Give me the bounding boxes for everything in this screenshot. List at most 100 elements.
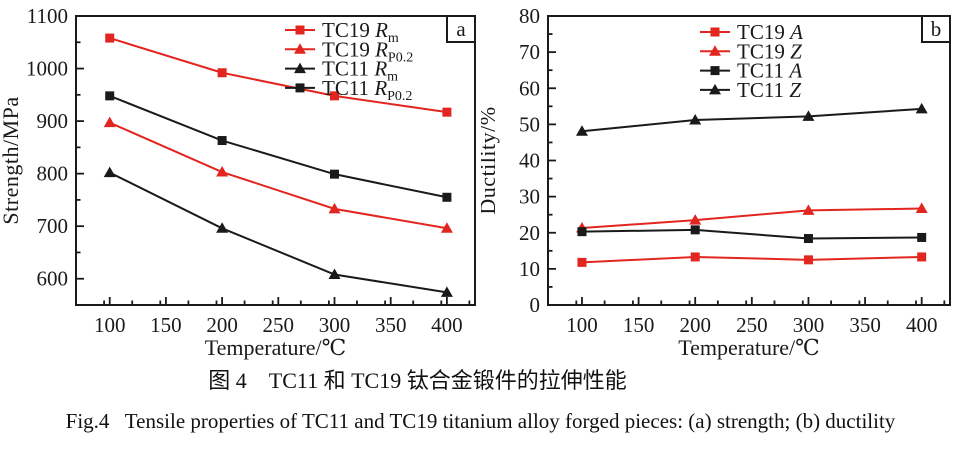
tick-labels: 100 150 200 250 300 350 400 600 700 800 900 1000 110…: [26, 4, 463, 337]
x-tick-label: 300: [319, 313, 351, 337]
triangle-marker-icon: [328, 202, 341, 214]
chart-strength-panel-a: 100 150 200 250 300 350 400 600 700 800 900 1000 110…: [0, 4, 476, 360]
triangle-marker-icon: [689, 214, 702, 225]
y-tick-label: 80: [519, 4, 540, 28]
triangle-marker-icon: [915, 102, 928, 114]
triangle-marker-icon: [103, 116, 116, 128]
y-axis-title: Strength/MPa: [0, 96, 23, 224]
triangle-marker-icon: [802, 204, 815, 215]
legend-label: TC11 Z: [737, 78, 801, 102]
y-tick-label: 600: [37, 267, 69, 291]
square-marker-icon: [803, 255, 813, 265]
series-line: [109, 121, 448, 230]
axis-ticks: [76, 15, 471, 305]
x-tick-label: 250: [263, 313, 295, 337]
square-marker-icon: [330, 91, 340, 101]
square-marker-icon: [295, 25, 305, 35]
triangle-marker-icon: [802, 110, 815, 121]
square-marker-icon: [217, 136, 227, 146]
plot-frame: [75, 15, 476, 306]
x-axis-title: Temperature/℃: [678, 335, 820, 360]
triangle-marker-icon: [103, 166, 116, 178]
series-tc19-rm: [105, 33, 452, 117]
square-marker-icon: [577, 257, 587, 267]
axis-ticks: [548, 15, 946, 306]
series-line: [109, 94, 448, 199]
x-tick-label: 300: [793, 313, 825, 337]
square-marker-icon: [577, 227, 587, 237]
series-line: [581, 207, 922, 230]
x-tick-label: 100: [566, 313, 598, 337]
y-tick-label: 40: [519, 149, 540, 173]
legend-label: TC11 A: [737, 59, 802, 83]
triangle-marker-icon: [575, 125, 588, 136]
legend-label: TC19 RP0.2: [322, 37, 413, 65]
legend-item: TC19 RP0.2: [285, 37, 413, 65]
series-line: [109, 171, 448, 294]
legend-item: TC11 Rm: [285, 57, 398, 85]
legend-label: TC19 Z: [737, 39, 802, 63]
x-tick-label: 350: [375, 313, 407, 337]
x-tick-label: 200: [206, 313, 238, 337]
x-tick-label: 150: [623, 313, 655, 337]
legend-label: TC19 A: [737, 20, 803, 44]
series-line: [581, 255, 922, 264]
legend-label: TC11 RP0.2: [322, 76, 412, 104]
square-marker-icon: [217, 68, 227, 78]
series-line: [581, 228, 922, 240]
panel-label: b: [931, 17, 942, 41]
x-tick-label: 150: [150, 313, 182, 337]
y-axis-title: Ductility/%: [481, 106, 500, 214]
x-tick-label: 350: [849, 313, 881, 337]
x-axis-title: Temperature/℃: [205, 335, 347, 360]
square-marker-icon: [803, 234, 813, 244]
triangle-marker-icon: [915, 202, 928, 214]
series-tc19-z: [575, 202, 928, 233]
y-tick-label: 900: [37, 109, 69, 133]
square-marker-icon: [442, 192, 452, 202]
y-tick-label: 10: [519, 257, 540, 281]
square-marker-icon: [710, 66, 720, 76]
legend-item: TC11 A: [700, 59, 802, 83]
triangle-marker-icon: [216, 166, 229, 177]
tick-labels: 100 150 200 250 300 350 400 0 10 20 30 40 50 60 70 80: [519, 4, 937, 337]
x-tick-label: 100: [94, 313, 126, 337]
legend-label: TC11 Rm: [322, 57, 398, 85]
legend-item: TC19 Z: [700, 39, 802, 63]
chart-ductility-panel-b: 100 150 200 250 300 350 400 0 10 20 30 40 50 60 70 80 Te…: [481, 4, 951, 360]
square-marker-icon: [105, 33, 115, 43]
legend-item: TC11 RP0.2: [285, 76, 412, 104]
square-marker-icon: [442, 107, 452, 117]
y-tick-label: 800: [37, 162, 69, 186]
panel-label-box: [446, 15, 476, 43]
caption-english: Fig.4 Tensile properties of TC11 and TC1…: [65, 409, 896, 433]
x-tick-label: 250: [736, 313, 768, 337]
triangle-marker-icon: [689, 114, 702, 125]
caption-chinese: 图 4 TC11 和 TC19 钛合金锻件的拉伸性能: [208, 368, 627, 393]
triangle-marker-icon: [328, 268, 341, 280]
y-tick-label: 60: [519, 76, 540, 100]
series-tc19-a: [577, 252, 927, 267]
series-line: [581, 107, 922, 133]
square-marker-icon: [917, 252, 927, 262]
legend-item: TC19 A: [700, 20, 803, 44]
y-tick-label: 20: [519, 221, 540, 245]
x-tick-label: 400: [431, 313, 463, 337]
series-tc19-rp0-2: [103, 116, 453, 233]
x-tick-label: 400: [906, 313, 938, 337]
triangle-marker-icon: [709, 45, 721, 56]
triangle-marker-icon: [440, 286, 453, 297]
legend-item: TC11 Z: [700, 78, 801, 102]
square-marker-icon: [105, 91, 115, 101]
x-tick-label: 200: [679, 313, 711, 337]
series-line: [109, 37, 448, 114]
square-marker-icon: [330, 169, 340, 179]
square-marker-icon: [710, 27, 720, 37]
y-tick-label: 1000: [26, 57, 68, 81]
square-marker-icon: [917, 232, 927, 242]
series-tc11-rp0-2: [105, 91, 452, 202]
y-tick-label: 0: [530, 293, 541, 317]
square-marker-icon: [690, 252, 700, 262]
